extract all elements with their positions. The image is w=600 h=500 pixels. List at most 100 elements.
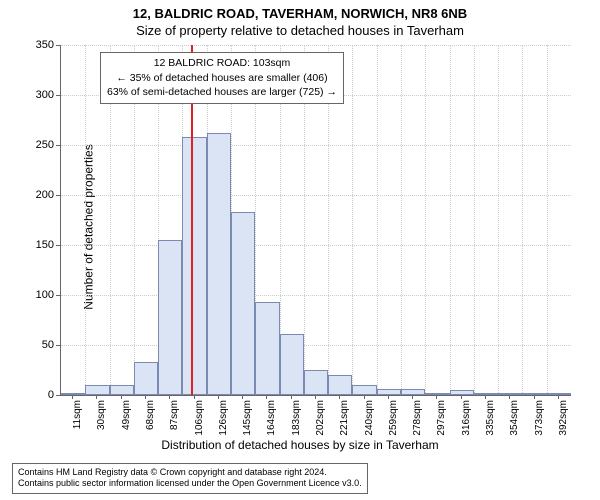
histogram-bar	[425, 393, 449, 395]
x-tick-mark	[218, 395, 219, 399]
x-tick-label: 316sqm	[461, 400, 472, 450]
gridline-v	[474, 45, 475, 395]
gridline-v	[450, 45, 451, 395]
histogram-bar	[182, 137, 206, 395]
x-tick-label: 11sqm	[72, 400, 83, 450]
histogram-bar	[498, 393, 522, 395]
histogram-bar	[110, 385, 134, 395]
gridline-v	[547, 45, 548, 395]
x-tick-mark	[558, 395, 559, 399]
y-tick-mark	[56, 395, 60, 396]
y-tick-mark	[56, 245, 60, 246]
x-tick-label: 354sqm	[509, 400, 520, 450]
title-main: 12, BALDRIC ROAD, TAVERHAM, NORWICH, NR8…	[0, 6, 600, 21]
info-box-line2: ← 35% of detached houses are smaller (40…	[107, 71, 337, 86]
y-tick-mark	[56, 295, 60, 296]
y-tick-label: 0	[14, 389, 54, 401]
histogram-bar	[450, 390, 474, 395]
x-tick-mark	[364, 395, 365, 399]
histogram-bar	[352, 385, 376, 395]
y-tick-mark	[56, 95, 60, 96]
y-tick-label: 150	[14, 239, 54, 251]
y-tick-label: 200	[14, 189, 54, 201]
histogram-bar	[231, 212, 255, 395]
x-tick-mark	[266, 395, 267, 399]
x-tick-label: 183sqm	[291, 400, 302, 450]
x-tick-mark	[339, 395, 340, 399]
histogram-bar	[158, 240, 182, 395]
gridline-h	[61, 195, 571, 196]
histogram-bar	[401, 389, 425, 395]
footer-line1: Contains HM Land Registry data © Crown c…	[18, 467, 362, 479]
y-tick-mark	[56, 45, 60, 46]
gridline-h	[61, 245, 571, 246]
x-tick-label: 68sqm	[145, 400, 156, 450]
gridline-h	[61, 345, 571, 346]
x-tick-label: 145sqm	[242, 400, 253, 450]
gridline-h	[61, 145, 571, 146]
x-tick-mark	[412, 395, 413, 399]
x-tick-label: 259sqm	[388, 400, 399, 450]
x-tick-label: 30sqm	[96, 400, 107, 450]
gridline-v	[401, 45, 402, 395]
gridline-v	[522, 45, 523, 395]
y-tick-mark	[56, 345, 60, 346]
gridline-v	[425, 45, 426, 395]
y-tick-mark	[56, 145, 60, 146]
x-tick-mark	[145, 395, 146, 399]
x-tick-mark	[436, 395, 437, 399]
x-tick-mark	[388, 395, 389, 399]
x-tick-mark	[315, 395, 316, 399]
histogram-bar	[61, 393, 85, 395]
histogram-bar	[377, 389, 401, 395]
x-tick-label: 278sqm	[412, 400, 423, 450]
y-tick-label: 300	[14, 89, 54, 101]
x-tick-mark	[534, 395, 535, 399]
x-tick-mark	[194, 395, 195, 399]
histogram-bar	[547, 393, 571, 395]
y-tick-label: 50	[14, 339, 54, 351]
y-tick-label: 250	[14, 139, 54, 151]
histogram-bar	[522, 393, 546, 395]
histogram-bar	[134, 362, 158, 395]
histogram-bar	[207, 133, 231, 395]
histogram-bar	[255, 302, 279, 395]
x-tick-label: 373sqm	[534, 400, 545, 450]
histogram-bar	[280, 334, 304, 395]
y-tick-label: 100	[14, 289, 54, 301]
x-tick-label: 202sqm	[315, 400, 326, 450]
x-tick-mark	[121, 395, 122, 399]
gridline-v	[352, 45, 353, 395]
attribution-footer: Contains HM Land Registry data © Crown c…	[12, 463, 368, 494]
info-box-line3: 63% of semi-detached houses are larger (…	[107, 85, 337, 100]
x-tick-mark	[461, 395, 462, 399]
y-tick-label: 350	[14, 39, 54, 51]
y-tick-mark	[56, 195, 60, 196]
x-tick-mark	[72, 395, 73, 399]
x-tick-label: 126sqm	[218, 400, 229, 450]
gridline-v	[377, 45, 378, 395]
x-tick-label: 240sqm	[364, 400, 375, 450]
chart-container: 12, BALDRIC ROAD, TAVERHAM, NORWICH, NR8…	[0, 0, 600, 500]
x-tick-label: 164sqm	[266, 400, 277, 450]
title-sub: Size of property relative to detached ho…	[0, 23, 600, 38]
info-annotation-box: 12 BALDRIC ROAD: 103sqm ← 35% of detache…	[100, 52, 344, 104]
x-tick-label: 335sqm	[485, 400, 496, 450]
x-tick-label: 49sqm	[121, 400, 132, 450]
histogram-bar	[328, 375, 352, 395]
gridline-v	[85, 45, 86, 395]
x-tick-mark	[509, 395, 510, 399]
histogram-bar	[304, 370, 328, 395]
footer-line2: Contains public sector information licen…	[18, 478, 362, 490]
gridline-v	[498, 45, 499, 395]
x-tick-label: 297sqm	[436, 400, 447, 450]
info-box-line1: 12 BALDRIC ROAD: 103sqm	[107, 56, 337, 71]
x-tick-mark	[291, 395, 292, 399]
x-tick-mark	[242, 395, 243, 399]
x-tick-label: 87sqm	[169, 400, 180, 450]
x-tick-mark	[485, 395, 486, 399]
x-tick-label: 392sqm	[558, 400, 569, 450]
x-tick-mark	[96, 395, 97, 399]
histogram-bar	[85, 385, 109, 395]
x-tick-label: 221sqm	[339, 400, 350, 450]
